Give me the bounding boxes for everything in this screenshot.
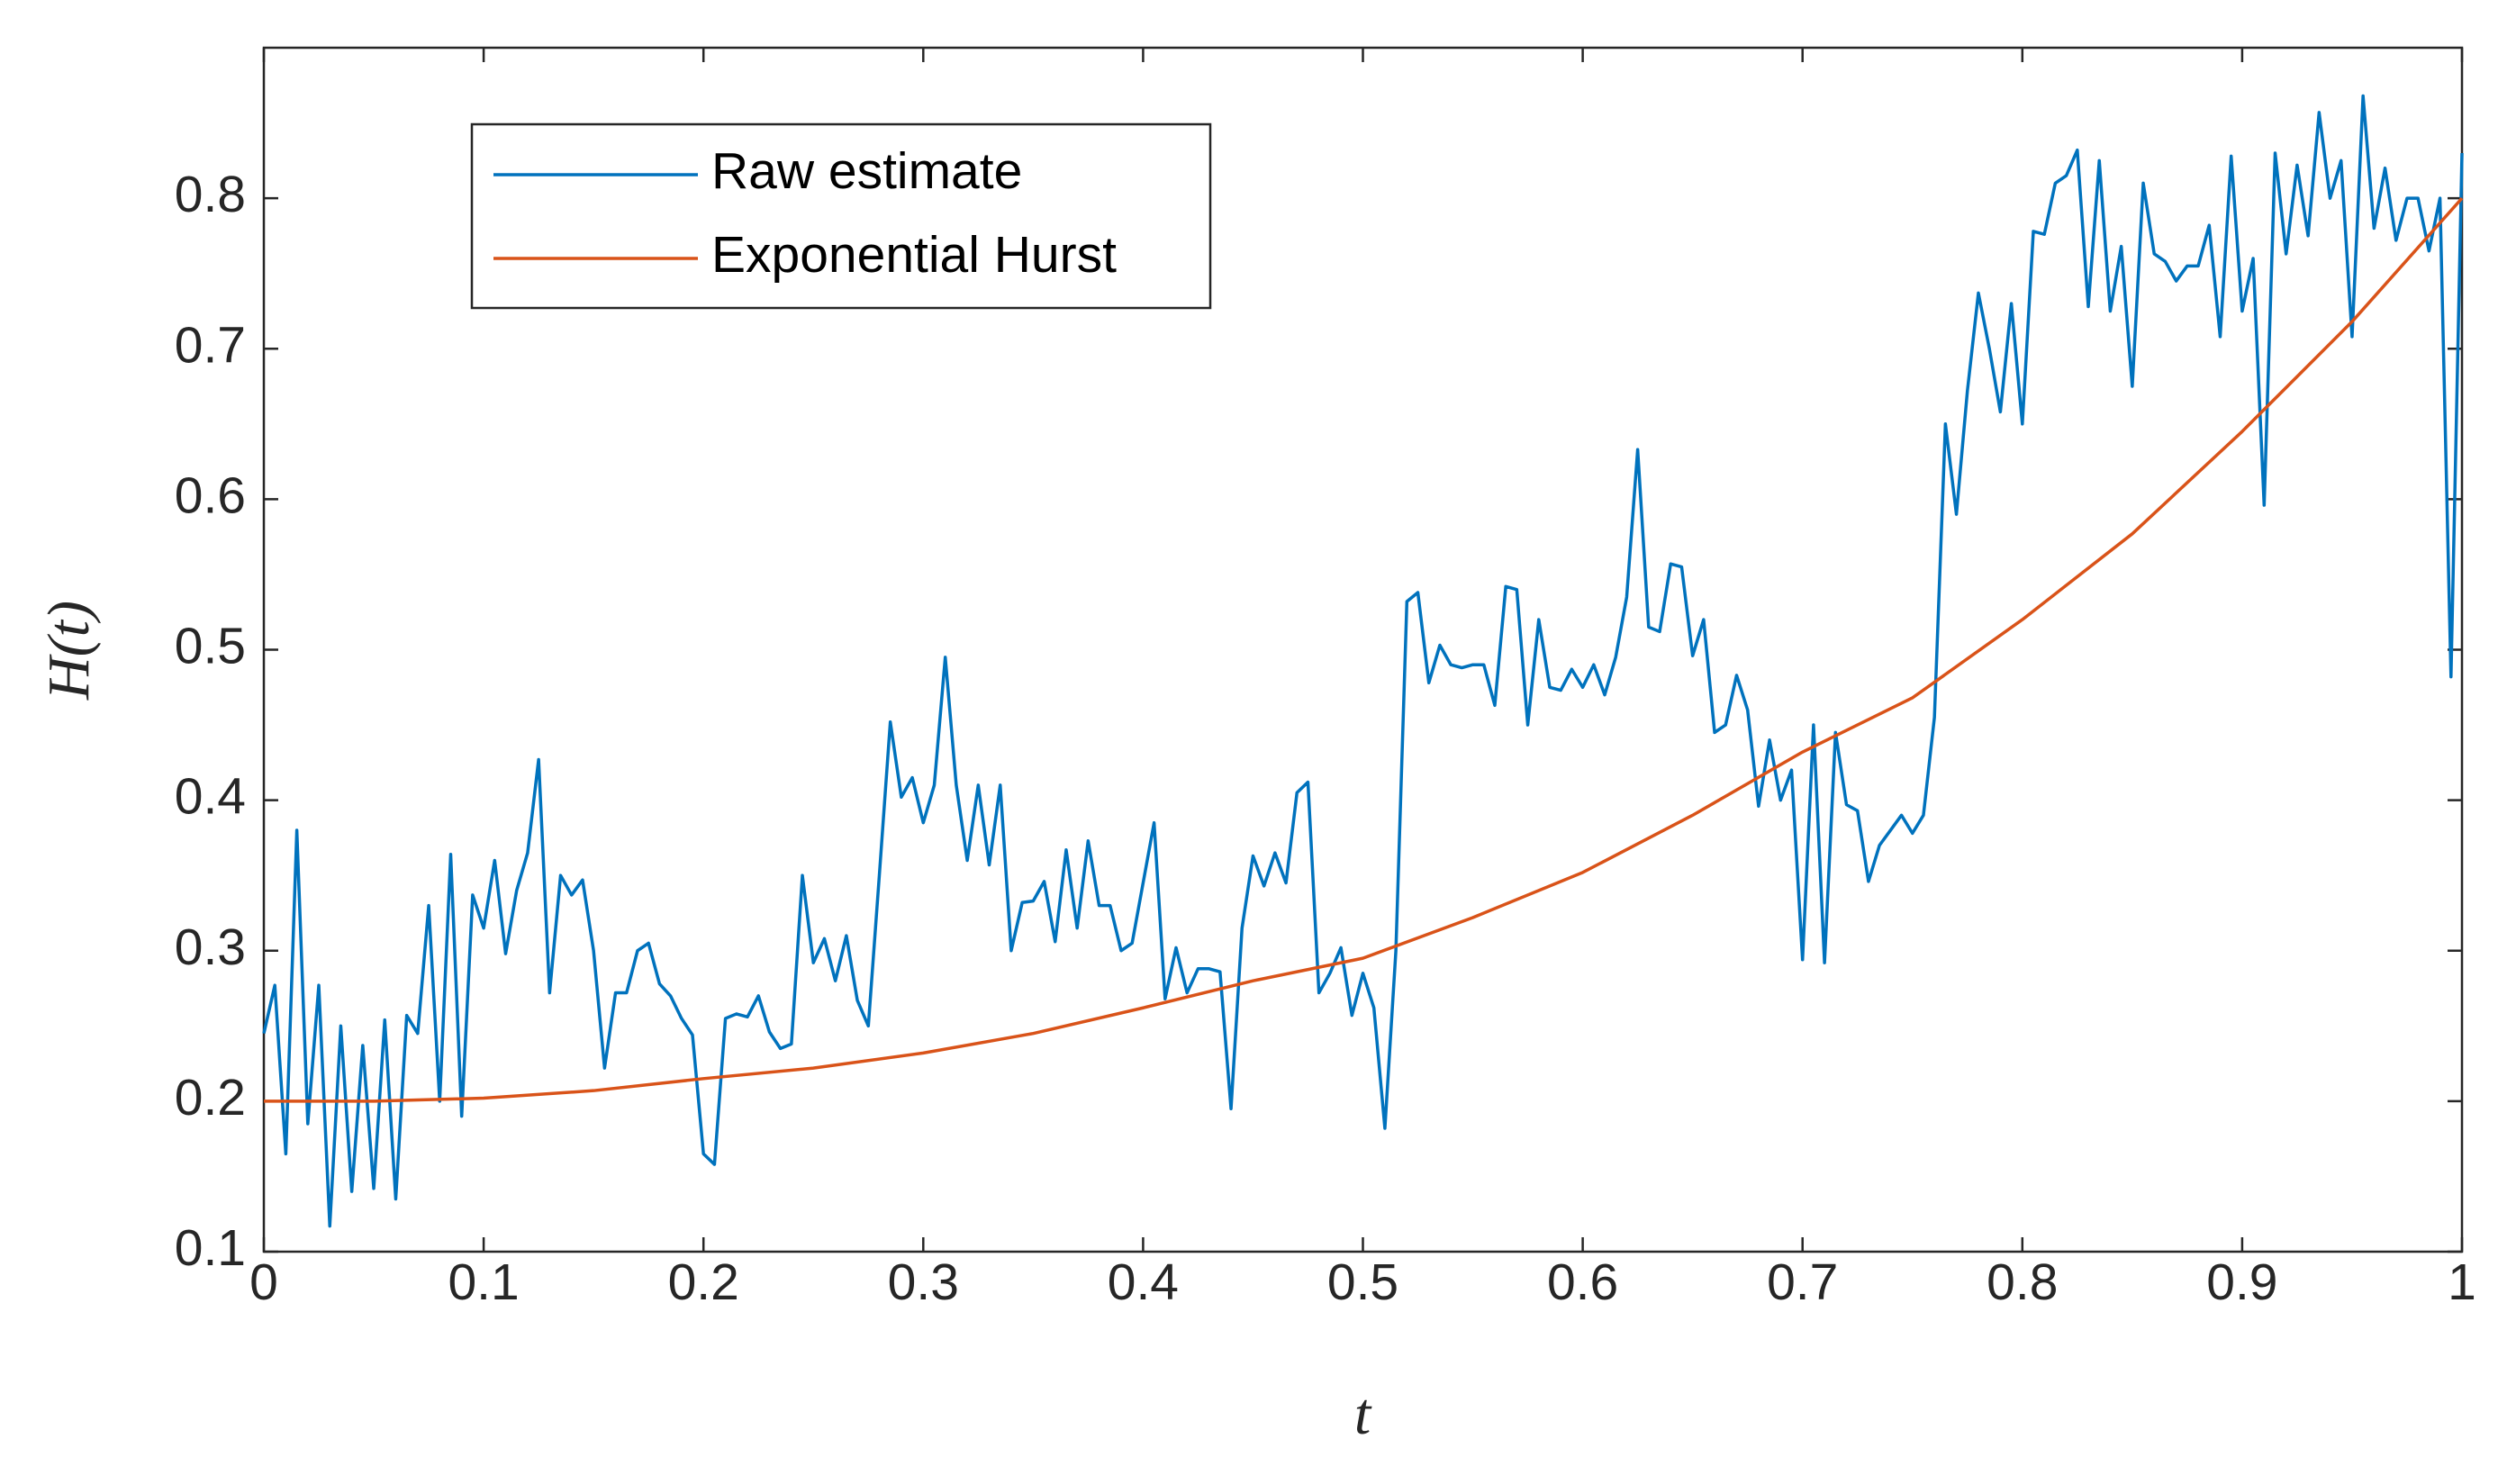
y-tick-label: 0.7 [175,316,246,374]
x-tick-label: 0.2 [668,1253,739,1311]
series-line [264,196,2464,1103]
x-tick-label: 0.1 [448,1253,519,1311]
x-tick-label: 0 [249,1253,278,1311]
series-line [262,94,2464,1228]
x-tick-label: 0.9 [2206,1253,2277,1311]
x-tick-label: 0.4 [1108,1253,1179,1311]
y-tick-label: 0.4 [175,768,246,826]
x-tick-label: 1 [2448,1253,2476,1311]
x-tick-label: 0.3 [888,1253,959,1311]
x-tick-label: 0.7 [1767,1253,1838,1311]
x-axis-label: t [1354,1381,1372,1447]
y-tick-label: 0.1 [175,1219,246,1277]
x-tick-label: 0.6 [1547,1253,1618,1311]
y-axis-label: H(t) [36,601,102,701]
y-tick-label: 0.3 [175,918,246,976]
x-tick-label: 0.5 [1327,1253,1398,1311]
y-tick-label: 0.2 [175,1069,246,1127]
legend-box [470,122,1212,310]
y-tick-label: 0.5 [175,618,246,675]
legend-label: Raw estimate [711,142,1022,200]
legend-label: Exponential Hurst [711,226,1117,284]
x-tick-label: 0.8 [1987,1253,2058,1311]
y-tick-label: 0.6 [175,466,246,524]
y-tick-label: 0.8 [175,166,246,223]
plot-frame [262,46,2464,1253]
